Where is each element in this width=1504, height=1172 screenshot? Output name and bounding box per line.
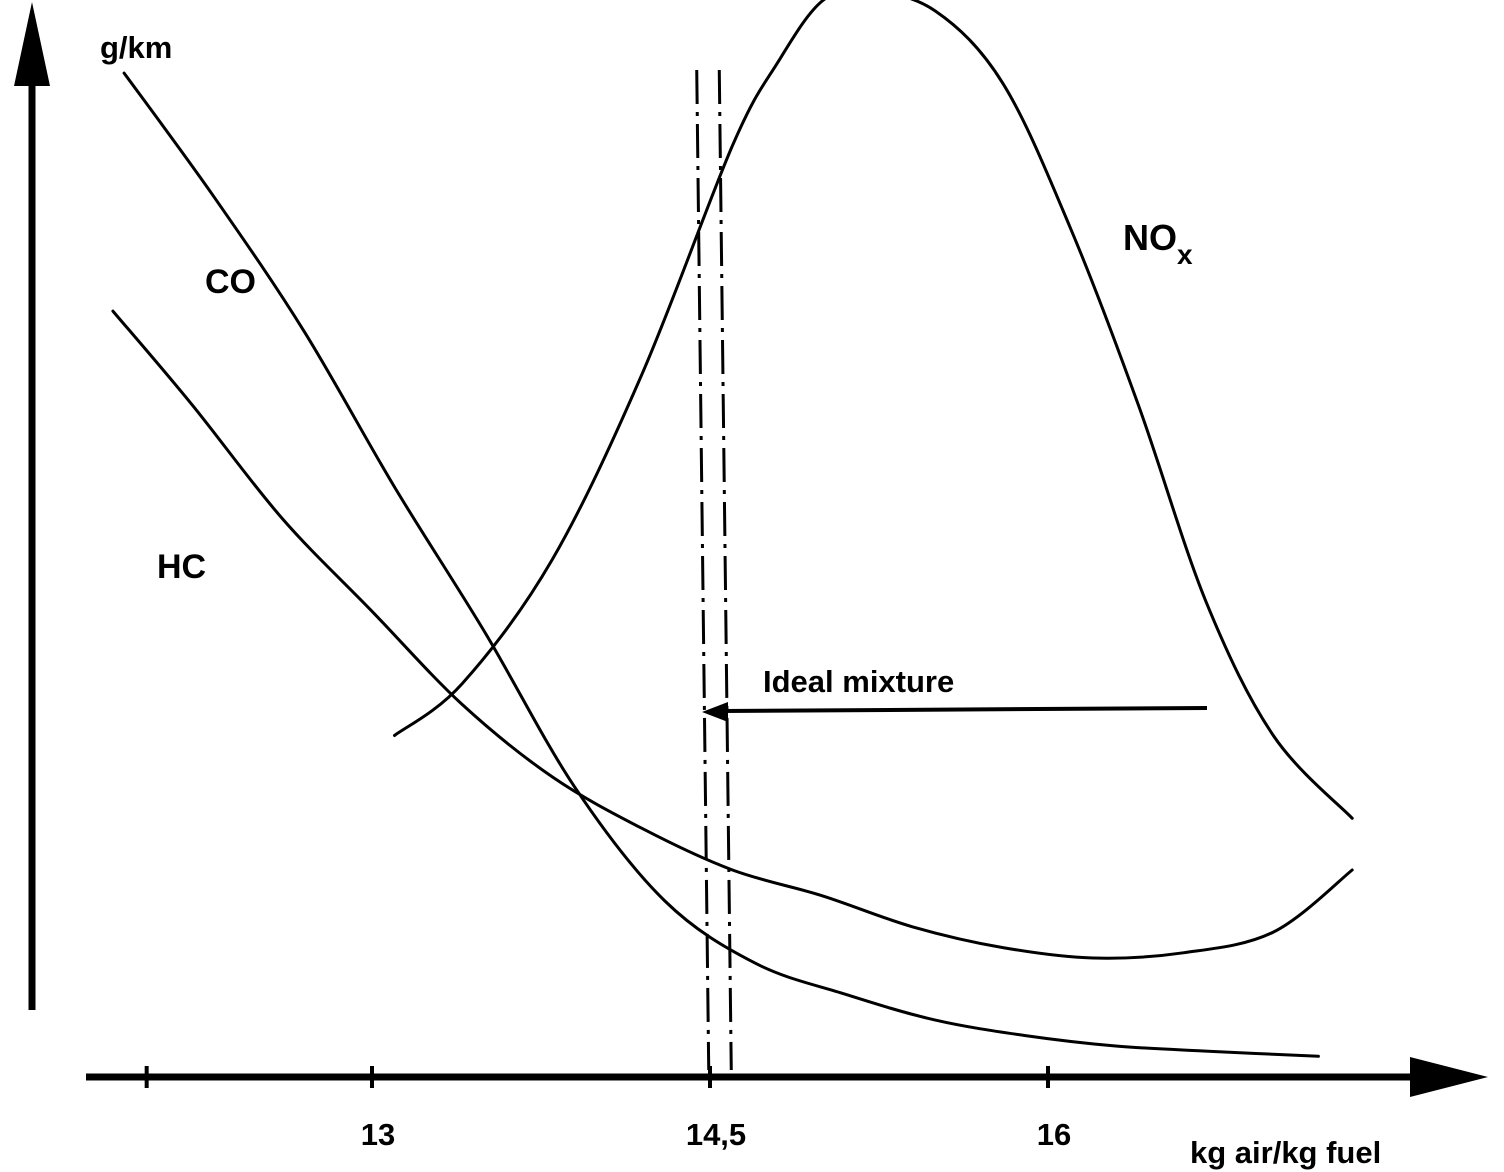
ideal-mixture-arrowhead	[702, 702, 728, 722]
co-curve	[122, 71, 1320, 1058]
x-axis-label: kg air/kg fuel	[1190, 1135, 1381, 1170]
ideal-mixture-annotation: Ideal mixture	[702, 664, 1208, 722]
emission-curves	[111, 0, 1354, 1058]
y-axis	[14, 2, 50, 1010]
hc-label: HC	[157, 548, 206, 586]
hc-curve	[111, 309, 1354, 960]
nox-label-main: NO	[1123, 217, 1177, 258]
x-tick-label-3: 16	[1037, 1117, 1071, 1152]
x-tick-label-2: 14,5	[686, 1117, 746, 1152]
ideal-mixture-line-1	[717, 69, 733, 1071]
y-axis-label: g/km	[100, 30, 172, 65]
x-ticks: 13 14,5 16	[144, 1066, 1071, 1152]
ideal-mixture-line-0	[695, 69, 711, 1071]
x-axis	[86, 1057, 1488, 1097]
x-tick-label-1: 13	[361, 1117, 395, 1152]
co-label: CO	[205, 263, 256, 301]
nox-curve	[393, 0, 1354, 820]
nox-label-subscript: x	[1177, 239, 1193, 270]
nox-label: NOx	[1123, 217, 1193, 270]
ideal-mixture-label: Ideal mixture	[763, 664, 954, 699]
y-axis-arrow	[14, 2, 50, 86]
ideal-mixture-lines	[695, 69, 733, 1071]
ideal-mixture-arrow-line	[721, 706, 1208, 713]
x-axis-arrow	[1410, 1057, 1488, 1097]
